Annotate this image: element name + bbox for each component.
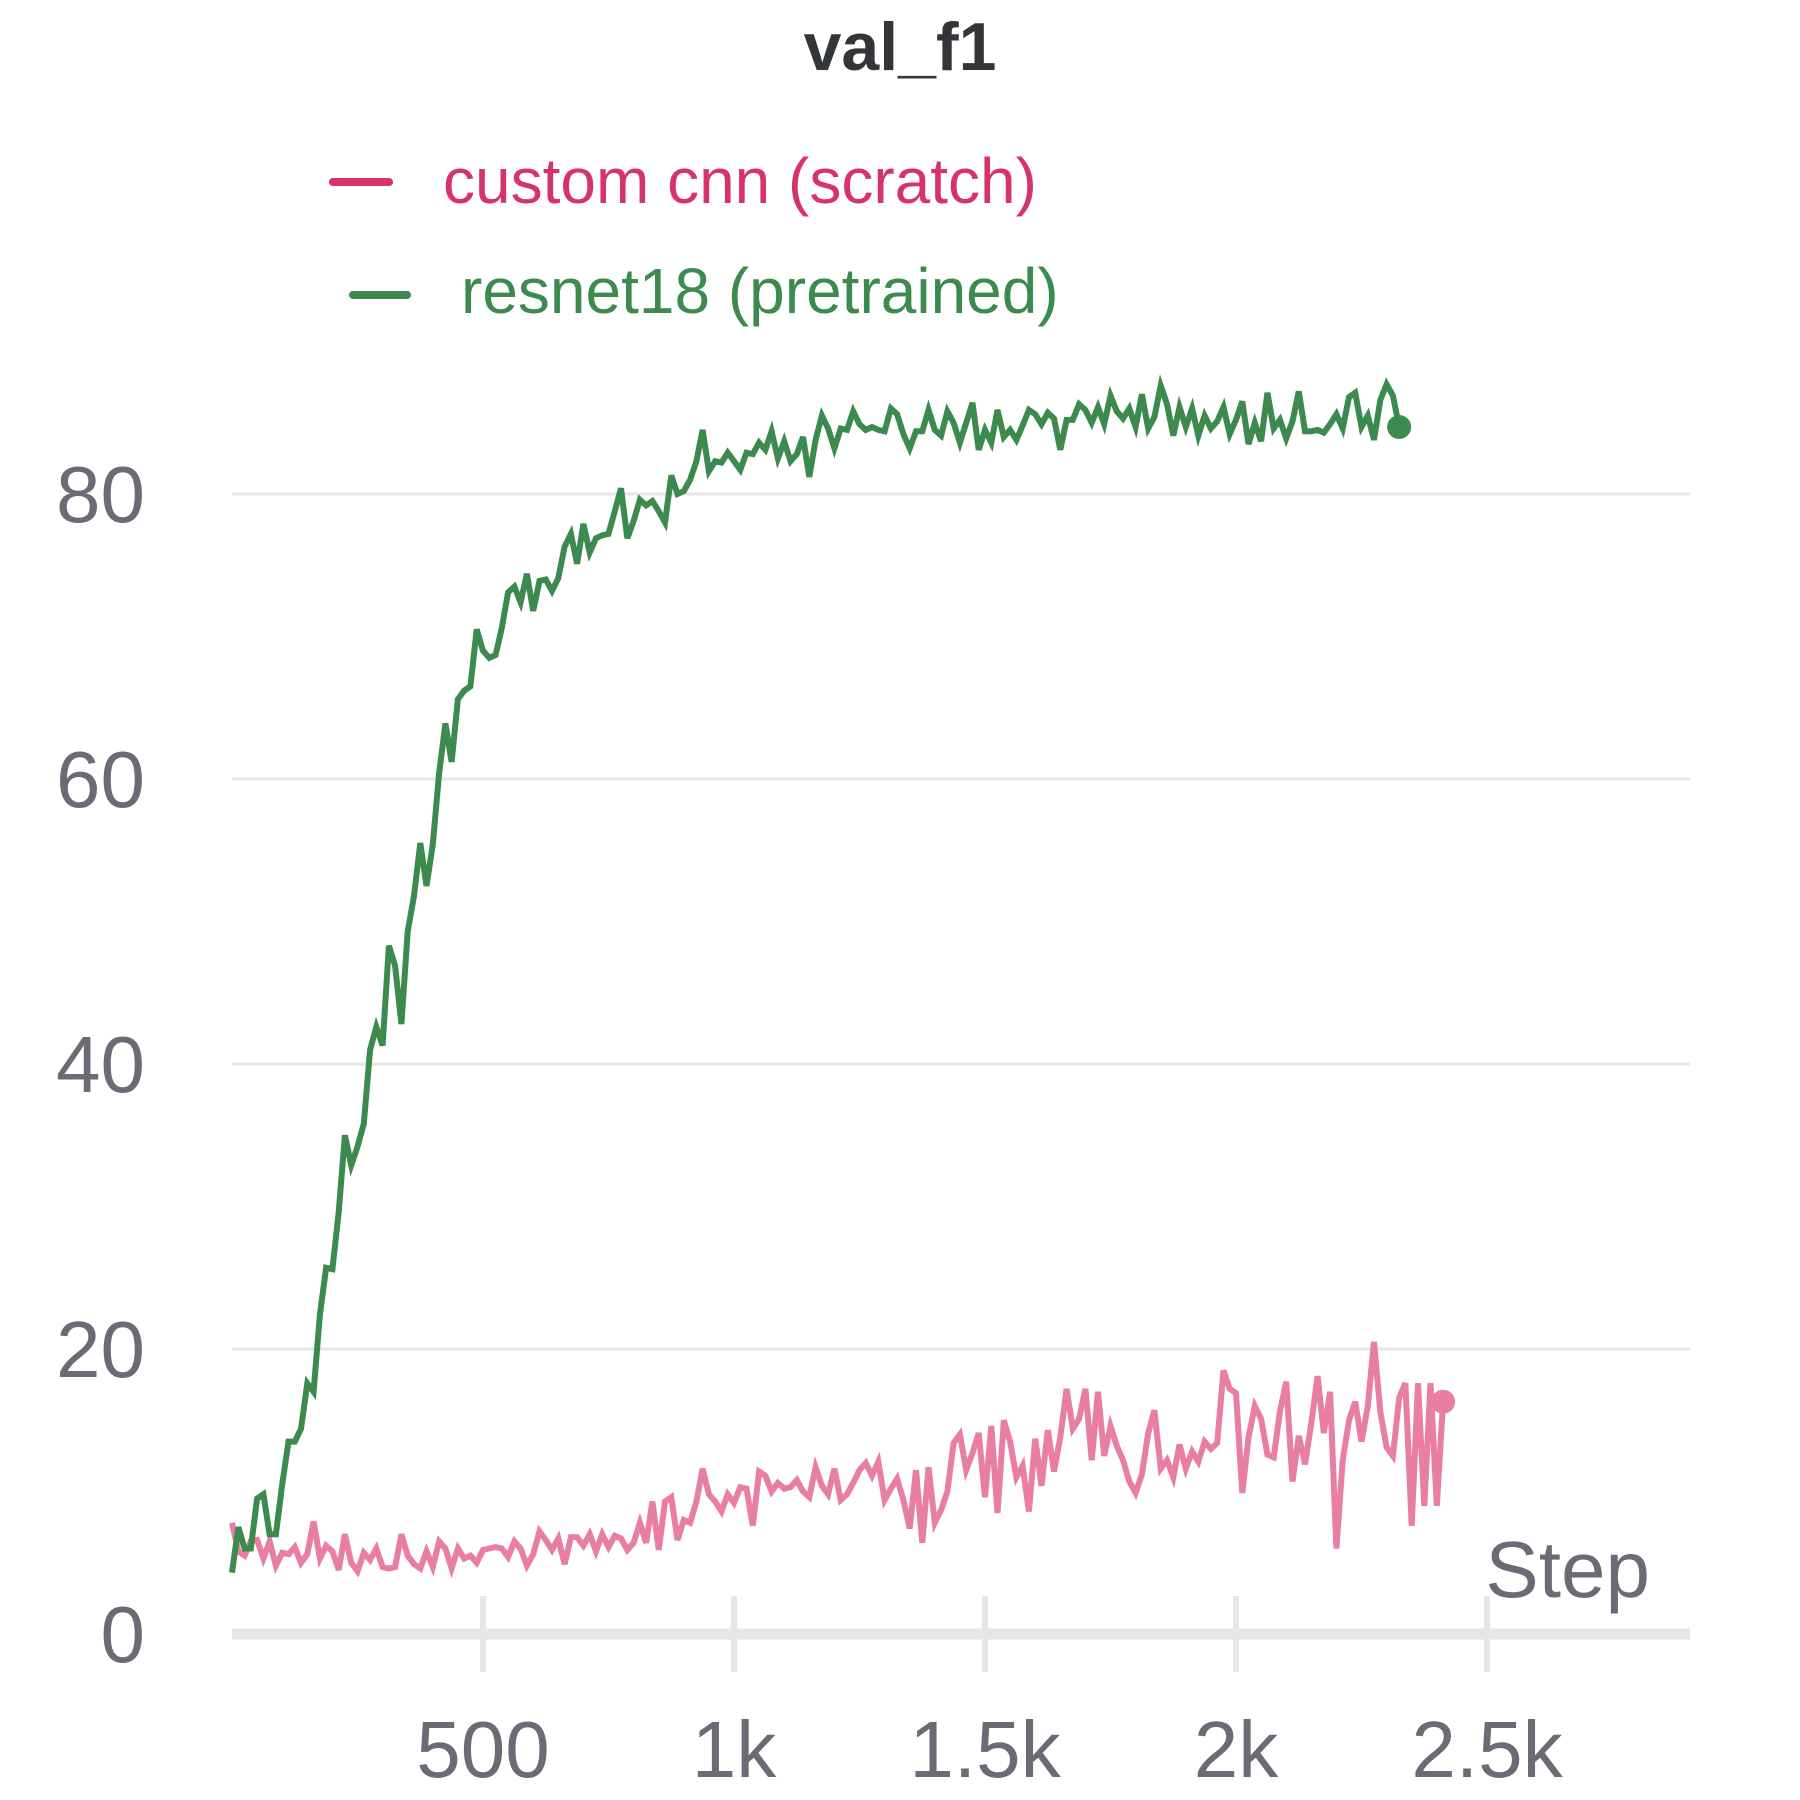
y-tick-label-0: 0 (101, 1590, 146, 1679)
legend: custom cnn (scratch) resnet18 (pretraine… (329, 145, 1059, 327)
chart-title: val_f1 (804, 9, 997, 85)
legend-label-custom-cnn: custom cnn (scratch) (443, 145, 1037, 217)
gridlines (232, 492, 1690, 1351)
y-tick-label-60: 60 (56, 735, 145, 824)
y-tick-label-20: 20 (56, 1305, 145, 1394)
legend-label-resnet18: resnet18 (pretrained) (461, 255, 1059, 327)
resnet18-series-end-marker (1387, 415, 1412, 440)
series-lines (229, 374, 1456, 1579)
x-tick-label-2k: 2k (1194, 1705, 1279, 1794)
x-axis-label: Step (1485, 1525, 1650, 1614)
y-axis-ticks: 0 20 40 60 80 (56, 450, 145, 1679)
y-tick-label-40: 40 (56, 1020, 145, 1109)
x-tick-label-500: 500 (416, 1705, 549, 1794)
y-tick-label-80: 80 (56, 450, 145, 539)
custom-series-line (229, 1341, 1447, 1579)
x-tick-label-1k: 1k (692, 1705, 777, 1794)
x-tick-label-2.5k: 2.5k (1411, 1705, 1563, 1794)
x-tick-label-1.5k: 1.5k (909, 1705, 1061, 1794)
x-axis: 500 1k 1.5k 2k 2.5k (232, 1596, 1690, 1794)
custom-series-end-marker (1431, 1389, 1456, 1414)
resnet18-series-line (229, 374, 1403, 1574)
